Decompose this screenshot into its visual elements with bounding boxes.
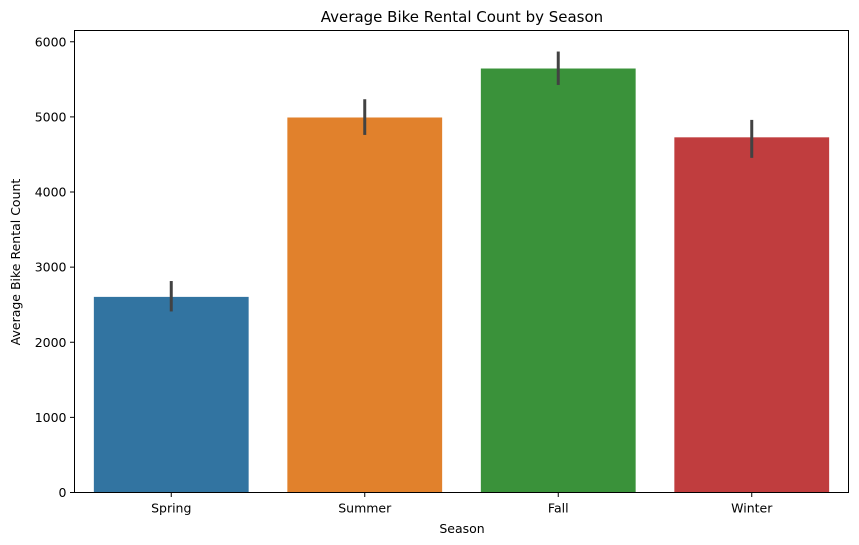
y-tick-label: 5000 [35, 109, 67, 124]
bars-group [93, 68, 830, 493]
x-tick-label: Spring [151, 501, 191, 516]
bar-fall [480, 68, 636, 493]
y-tick-label: 0 [59, 485, 67, 500]
x-axis-label: Season [439, 521, 484, 536]
bar-spring [93, 296, 249, 493]
x-tick-label: Summer [338, 501, 392, 516]
plot-frame [74, 30, 849, 493]
x-tick-label: Winter [731, 501, 773, 516]
y-tick-label: 4000 [35, 185, 67, 200]
y-tick-label: 3000 [35, 260, 67, 275]
chart-title: Average Bike Rental Count by Season [321, 8, 603, 26]
error-bars-group [169, 51, 754, 312]
x-tick-label: Fall [548, 501, 569, 516]
bar-summer [287, 117, 443, 493]
y-axis-label: Average Bike Rental Count [8, 179, 23, 346]
x-axis: Spring Summer Fall Winter [151, 492, 773, 516]
y-tick-label: 6000 [35, 34, 67, 49]
bar-winter [674, 137, 830, 493]
y-axis: 0 1000 2000 3000 4000 5000 6000 [35, 34, 75, 500]
y-tick-label: 2000 [35, 335, 67, 350]
y-tick-label: 1000 [35, 410, 67, 425]
